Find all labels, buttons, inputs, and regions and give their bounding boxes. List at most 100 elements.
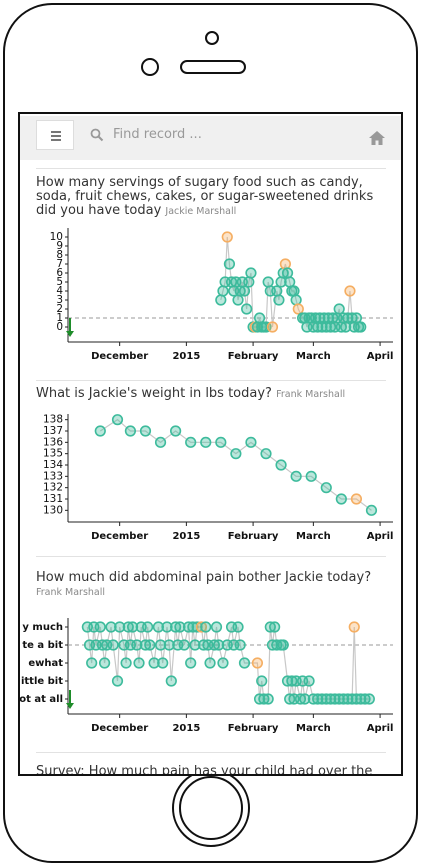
- data-point: [272, 286, 282, 296]
- data-point: [231, 449, 241, 459]
- data-point: [334, 304, 344, 314]
- x-tick-label: April: [367, 351, 394, 362]
- x-tick-label: December: [91, 351, 148, 362]
- data-point: [367, 506, 377, 516]
- x-tick-label: 2015: [172, 723, 200, 734]
- x-tick-label: February: [228, 723, 279, 734]
- x-tick-label: April: [367, 531, 394, 542]
- data-point: [289, 286, 299, 296]
- x-tick-label: December: [91, 531, 148, 542]
- data-point: [186, 658, 196, 668]
- data-point: [246, 268, 256, 278]
- data-point: [212, 622, 222, 632]
- data-point: [201, 622, 211, 632]
- data-point: [281, 259, 291, 269]
- y-tick-label: te a bit: [22, 640, 63, 651]
- trend-arrow-head: [66, 331, 74, 337]
- data-point: [257, 676, 267, 686]
- data-point: [285, 277, 295, 287]
- x-tick-label: February: [228, 531, 279, 542]
- data-point: [345, 286, 355, 296]
- data-point: [108, 640, 118, 650]
- data-point: [278, 640, 288, 650]
- data-point: [352, 494, 362, 504]
- screen: Find record ... How many servings of sug…: [20, 114, 401, 774]
- x-tick-label: February: [228, 351, 279, 362]
- data-point: [321, 483, 331, 493]
- data-point: [233, 622, 243, 632]
- data-point: [240, 286, 250, 296]
- data-point: [233, 295, 243, 305]
- trend-arrow-head: [66, 703, 74, 709]
- x-tick-label: 2015: [172, 351, 200, 362]
- data-point: [171, 426, 181, 436]
- data-point: [141, 426, 151, 436]
- y-tick-label: 10: [50, 231, 63, 243]
- data-point: [244, 277, 254, 287]
- y-tick-label: ittle bit: [21, 676, 63, 687]
- data-point: [291, 472, 301, 482]
- data-point: [134, 658, 144, 668]
- y-tick-label: 133: [43, 470, 63, 482]
- data-point: [255, 313, 265, 323]
- screen-content: Find record ... How many servings of sug…: [20, 114, 401, 774]
- y-tick-label: 135: [43, 448, 63, 460]
- data-point: [306, 472, 316, 482]
- data-point: [246, 438, 256, 448]
- data-point: [225, 259, 235, 269]
- data-point: [95, 426, 105, 436]
- data-point: [270, 622, 280, 632]
- y-tick-label: 134: [43, 459, 63, 471]
- data-point: [274, 295, 284, 305]
- data-point: [349, 622, 359, 632]
- data-point: [205, 658, 215, 668]
- data-point: [293, 304, 303, 314]
- data-point: [95, 622, 105, 632]
- data-point: [186, 438, 196, 448]
- x-tick-label: 2015: [172, 531, 200, 542]
- y-tick-label: 138: [43, 414, 63, 426]
- y-tick-label: 136: [43, 436, 63, 448]
- data-point: [167, 676, 177, 686]
- data-point: [365, 694, 375, 704]
- data-point: [356, 322, 366, 332]
- y-tick-label: 137: [43, 425, 63, 437]
- data-point: [87, 658, 97, 668]
- data-point: [263, 277, 273, 287]
- data-point: [261, 449, 271, 459]
- y-tick-label: y much: [22, 622, 63, 633]
- page: Find record ... How many servings of sug…: [0, 0, 421, 867]
- data-point: [145, 640, 155, 650]
- data-point: [268, 322, 278, 332]
- data-point: [263, 694, 273, 704]
- data-point: [216, 295, 226, 305]
- data-point: [121, 658, 131, 668]
- data-point: [126, 426, 136, 436]
- data-point: [235, 640, 245, 650]
- data-point: [143, 622, 153, 632]
- y-tick-label: 132: [43, 482, 63, 494]
- data-point: [291, 295, 301, 305]
- data-point: [242, 304, 252, 314]
- data-point: [218, 658, 228, 668]
- x-tick-label: March: [296, 351, 331, 362]
- data-point: [240, 658, 250, 668]
- data-point: [222, 232, 232, 242]
- x-tick-label: March: [296, 531, 331, 542]
- data-point: [113, 415, 123, 425]
- charts: 012345678910December2015FebruaryMarchApr…: [20, 114, 401, 774]
- x-tick-label: December: [91, 723, 148, 734]
- data-point: [216, 438, 226, 448]
- data-point: [283, 268, 293, 278]
- y-tick-label: 131: [43, 493, 63, 505]
- data-point: [113, 676, 123, 686]
- data-point: [179, 640, 189, 650]
- data-point: [337, 494, 347, 504]
- data-point: [100, 658, 110, 668]
- data-point: [156, 438, 166, 448]
- y-tick-label: 130: [43, 504, 63, 516]
- x-tick-label: March: [296, 723, 331, 734]
- data-point: [304, 676, 314, 686]
- y-tick-label: ewhat: [28, 658, 63, 669]
- data-point: [276, 460, 286, 470]
